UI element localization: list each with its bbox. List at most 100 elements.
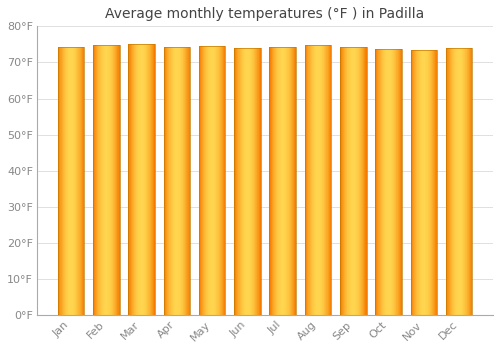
Bar <box>204 46 205 315</box>
Bar <box>287 47 288 315</box>
Bar <box>355 47 356 315</box>
Bar <box>238 48 239 315</box>
Bar <box>167 47 168 315</box>
Bar <box>210 46 211 315</box>
Bar <box>181 47 182 315</box>
Bar <box>175 47 176 315</box>
Bar <box>77 47 78 315</box>
Bar <box>400 49 401 315</box>
Bar <box>380 49 381 315</box>
Bar <box>151 44 152 315</box>
Bar <box>359 47 360 315</box>
Bar <box>435 50 436 315</box>
Bar <box>424 50 425 315</box>
Bar <box>59 47 60 315</box>
Bar <box>431 50 432 315</box>
Bar <box>102 45 103 315</box>
Bar <box>65 47 66 315</box>
Bar <box>293 47 294 315</box>
Bar <box>179 47 180 315</box>
Bar <box>70 47 71 315</box>
Bar <box>413 50 414 315</box>
Bar <box>166 47 167 315</box>
Bar <box>95 45 96 315</box>
Bar <box>382 49 384 315</box>
Bar <box>80 47 81 315</box>
Bar <box>352 47 354 315</box>
Bar <box>110 45 111 315</box>
Bar <box>105 45 106 315</box>
Bar <box>64 47 65 315</box>
Bar <box>449 48 450 315</box>
Bar <box>327 45 328 315</box>
Bar <box>108 45 109 315</box>
Bar <box>468 48 469 315</box>
Bar <box>306 45 307 315</box>
Bar <box>187 47 188 315</box>
Bar <box>349 47 350 315</box>
Bar <box>430 50 431 315</box>
Bar <box>363 47 364 315</box>
Bar <box>447 48 448 315</box>
Bar <box>73 47 74 315</box>
Bar <box>351 47 352 315</box>
Bar <box>247 48 248 315</box>
Bar <box>448 48 449 315</box>
Bar <box>186 47 187 315</box>
Bar <box>148 44 149 315</box>
Bar <box>458 48 459 315</box>
Bar <box>412 50 413 315</box>
Bar <box>329 45 330 315</box>
Bar <box>199 46 226 315</box>
Bar <box>452 48 453 315</box>
Bar <box>420 50 421 315</box>
Bar <box>257 48 258 315</box>
Bar <box>465 48 466 315</box>
Bar <box>290 47 291 315</box>
Bar <box>58 47 84 315</box>
Bar <box>316 45 317 315</box>
Bar <box>376 49 402 315</box>
Bar <box>308 45 309 315</box>
Bar <box>429 50 430 315</box>
Bar <box>67 47 68 315</box>
Bar <box>140 44 141 315</box>
Bar <box>222 46 223 315</box>
Bar <box>183 47 184 315</box>
Bar <box>357 47 358 315</box>
Bar <box>446 48 447 315</box>
Bar <box>432 50 433 315</box>
Bar <box>395 49 396 315</box>
Bar <box>61 47 62 315</box>
Bar <box>422 50 423 315</box>
Bar <box>463 48 464 315</box>
Bar <box>461 48 462 315</box>
Bar <box>115 45 116 315</box>
Bar <box>328 45 329 315</box>
Bar <box>177 47 178 315</box>
Bar <box>76 47 77 315</box>
Bar <box>330 45 331 315</box>
Bar <box>112 45 113 315</box>
Bar <box>94 45 95 315</box>
Bar <box>236 48 237 315</box>
Bar <box>206 46 207 315</box>
Bar <box>391 49 392 315</box>
Bar <box>63 47 64 315</box>
Title: Average monthly temperatures (°F ) in Padilla: Average monthly temperatures (°F ) in Pa… <box>106 7 424 21</box>
Bar <box>280 47 281 315</box>
Bar <box>305 45 306 315</box>
Bar <box>251 48 252 315</box>
Bar <box>323 45 324 315</box>
Bar <box>453 48 454 315</box>
Bar <box>427 50 428 315</box>
Bar <box>315 45 316 315</box>
Bar <box>278 47 279 315</box>
Bar <box>460 48 461 315</box>
Bar <box>354 47 355 315</box>
Bar <box>376 49 377 315</box>
Bar <box>68 47 69 315</box>
Bar <box>285 47 286 315</box>
Bar <box>169 47 170 315</box>
Bar <box>387 49 388 315</box>
